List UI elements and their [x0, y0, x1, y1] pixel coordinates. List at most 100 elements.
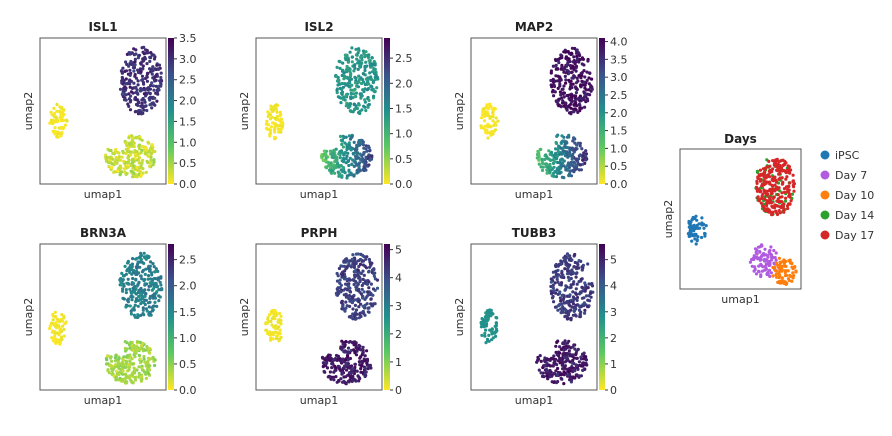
cell-point	[125, 360, 129, 364]
cell-point	[60, 324, 65, 328]
cell-point	[357, 360, 361, 364]
cell-point	[346, 60, 350, 64]
cell-point	[563, 65, 567, 69]
cell-point	[479, 124, 483, 128]
cell-point	[124, 305, 128, 309]
cell-point-day17	[762, 179, 766, 183]
cell-point	[106, 368, 110, 372]
cell-point	[121, 287, 125, 291]
cell-point	[574, 297, 579, 301]
cell-point	[491, 132, 495, 136]
cell-point	[573, 347, 577, 351]
cell-point	[355, 147, 359, 151]
cell-point-ipsc	[701, 223, 705, 227]
cell-point	[148, 351, 152, 355]
cell-point	[574, 272, 578, 276]
cell-point	[573, 260, 577, 265]
cell-point	[549, 280, 554, 284]
cell-point	[279, 322, 283, 326]
cell-point-day10	[791, 271, 795, 275]
cell-point	[346, 366, 350, 370]
x-axis-label: umap1	[515, 394, 553, 407]
cell-point	[52, 106, 56, 110]
cell-point-day17	[764, 181, 768, 185]
cell-point	[361, 269, 365, 273]
cell-point	[121, 368, 125, 372]
cell-point	[122, 79, 126, 83]
cell-point	[137, 280, 141, 284]
cell-point	[567, 152, 572, 156]
cell-point	[50, 330, 55, 334]
cell-point	[63, 123, 67, 127]
cell-point	[352, 164, 356, 168]
cell-point	[339, 164, 343, 168]
cell-point	[574, 292, 579, 296]
cell-point	[556, 372, 560, 376]
cell-point	[346, 354, 350, 358]
cell-point	[139, 257, 143, 262]
cell-point	[577, 168, 582, 172]
cell-point	[147, 91, 151, 95]
cell-point	[373, 90, 377, 94]
cell-point	[129, 153, 133, 157]
cell-point	[136, 83, 140, 87]
cell-point	[139, 251, 143, 255]
cell-point	[139, 274, 143, 278]
cell-point	[343, 171, 347, 175]
cell-point	[587, 82, 591, 86]
cell-point	[559, 262, 563, 266]
cell-point	[352, 262, 356, 266]
cell-point	[119, 277, 123, 281]
cell-point	[481, 323, 485, 327]
cell-point	[135, 165, 139, 169]
cell-point	[491, 119, 495, 123]
cell-point	[559, 311, 563, 315]
cell-point	[118, 279, 123, 283]
cell-point-day17	[785, 204, 790, 208]
cell-point-day10	[784, 282, 788, 286]
colorbar-tick-label: 2.0	[395, 77, 413, 90]
cell-point-day17	[758, 168, 763, 172]
cell-point	[143, 283, 147, 287]
cell-point	[551, 294, 555, 299]
cell-point	[159, 276, 163, 280]
panels-layer: ISL1umap1umap20.00.51.01.52.02.53.03.5IS…	[22, 20, 874, 407]
cell-point	[128, 304, 132, 308]
scatter-points	[48, 45, 164, 179]
legend-marker	[820, 190, 830, 200]
cell-point	[129, 266, 134, 270]
cell-point	[363, 98, 367, 102]
cell-point	[341, 166, 346, 170]
cell-point	[557, 103, 561, 107]
cell-point	[367, 257, 371, 262]
cell-point	[341, 85, 345, 89]
cell-point	[146, 71, 150, 76]
cell-point	[153, 285, 157, 289]
cell-point-day7	[752, 269, 756, 273]
cell-point	[578, 144, 582, 148]
cell-point	[114, 353, 118, 357]
cell-point	[354, 104, 358, 108]
cell-point	[105, 155, 109, 159]
cell-point	[554, 147, 558, 151]
cell-point	[484, 328, 488, 332]
cell-point	[554, 273, 558, 277]
y-axis-label: umap2	[453, 92, 466, 130]
cell-point	[128, 108, 133, 112]
cell-point	[126, 161, 130, 165]
cell-point	[120, 70, 124, 74]
cell-point-day10	[774, 261, 779, 265]
colorbar	[599, 38, 605, 184]
cell-point	[350, 60, 354, 64]
cell-point	[133, 74, 137, 78]
cell-point	[139, 292, 143, 296]
cell-point	[149, 357, 153, 361]
cell-point	[586, 305, 590, 309]
cell-point	[564, 55, 569, 59]
cell-point	[539, 147, 543, 151]
cell-point	[574, 364, 579, 368]
cell-point	[353, 342, 357, 346]
cell-point	[130, 380, 134, 384]
cell-point	[568, 64, 573, 68]
cell-point	[341, 145, 345, 149]
